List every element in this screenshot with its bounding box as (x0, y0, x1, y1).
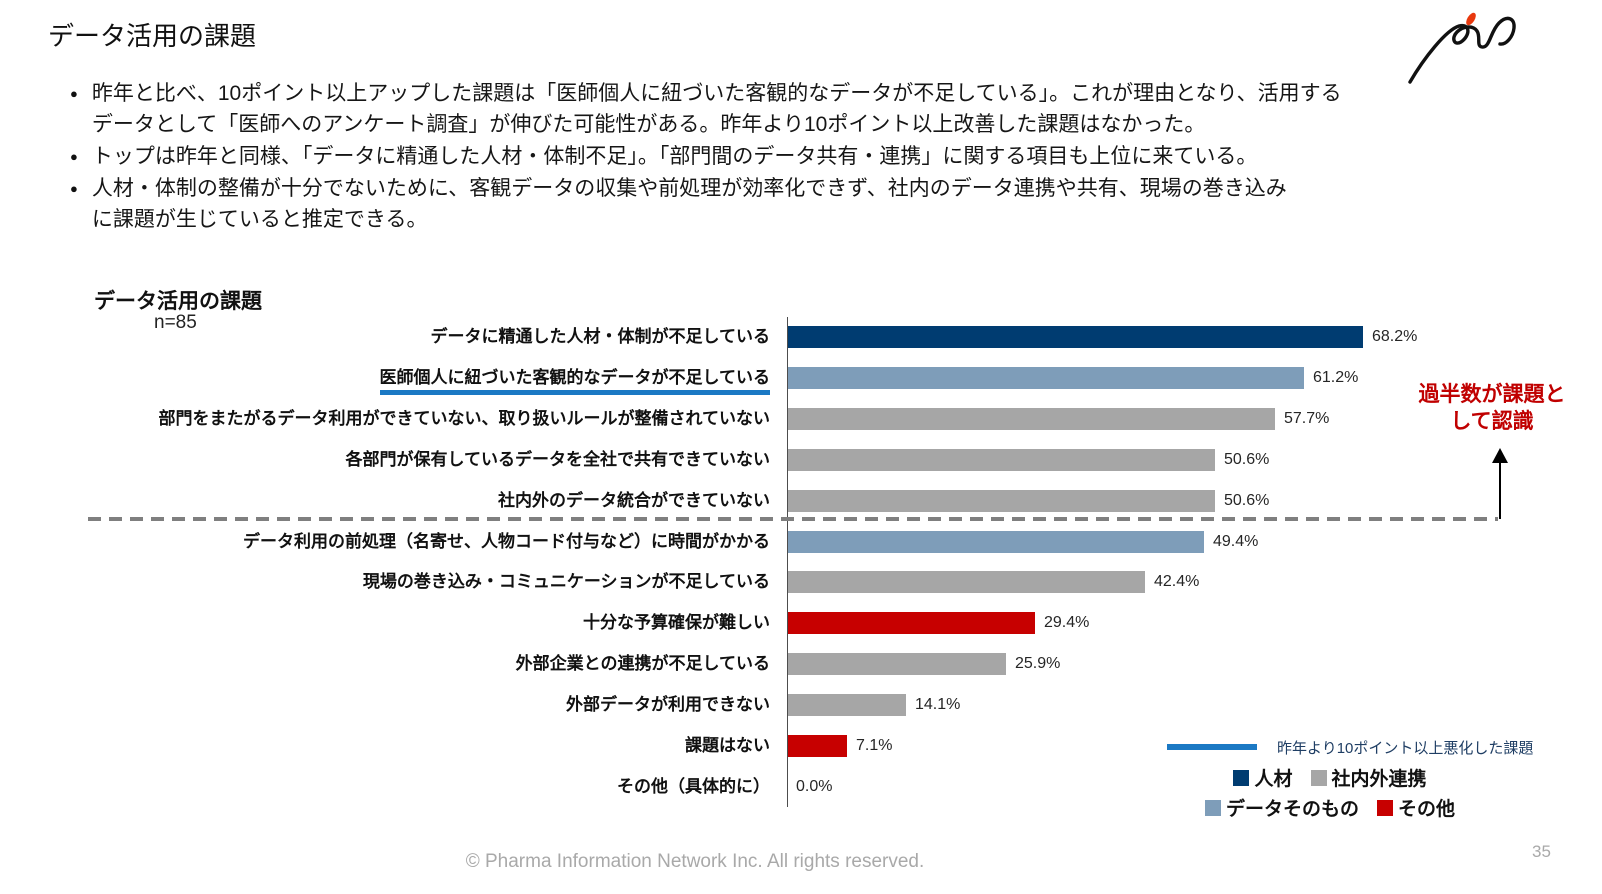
bullet-text: 昨年と比べ、10ポイント以上アップした課題は「医師個人に紐づいた客観的なデータが… (91, 82, 1342, 136)
category-label: データ利用の前処理（名寄せ、人物コード付与など）に時間がかかる (243, 531, 770, 551)
bar-value-label: 61.2% (1313, 368, 1359, 386)
legend-item: 社内外連携 (1310, 764, 1427, 791)
pin-signature-logo (1408, 12, 1516, 84)
chart-axis-line (787, 317, 788, 807)
legend-swatch-icon (1310, 769, 1327, 786)
bullet-text: 人材・体制の整備が十分でないために、客観データの収集や前処理が効率化できず、社内… (91, 177, 1287, 231)
category-label: 十分な予算確保が難しい (583, 613, 770, 633)
bar-value-label: 49.4% (1213, 532, 1259, 550)
bar (787, 735, 847, 757)
legend-label: 人材 (1254, 769, 1293, 790)
bullet-item: ● 人材・体制の整備が十分でないために、客観データの収集や前処理が効率化できず、… (66, 173, 1466, 235)
category-label: 部門をまたがるデータ利用ができていない、取り扱いルールが整備されていない (158, 408, 771, 428)
category-label: 外部データが利用できない (566, 695, 770, 715)
category-label: データに精通した人材・体制が不足している (430, 327, 771, 346)
legend-label: 社内外連携 (1331, 769, 1427, 790)
bar-value-label: 7.1% (856, 737, 893, 754)
legend-item: 人材 (1233, 764, 1293, 791)
summary-bullets: ● 昨年と比べ、10ポイント以上アップした課題は「医師個人に紐づいた客観的なデー… (66, 78, 1466, 236)
bar-value-label: 42.4% (1154, 573, 1200, 591)
category-label: その他（具体的に） (617, 776, 770, 796)
bar (787, 448, 1215, 471)
bar (787, 366, 1304, 389)
bullet-text: トップは昨年と同様、「データに精通した人材・体制不足」。「部門間のデータ共有・連… (91, 145, 1258, 168)
bar-value-label: 50.6% (1224, 450, 1270, 468)
bullet-icon: ● (70, 86, 78, 101)
legend-label: その他 (1398, 799, 1456, 820)
legend-swatch-icon (1204, 799, 1221, 816)
bar-value-label: 57.7% (1284, 409, 1330, 427)
bar-value-label: 29.4% (1044, 614, 1090, 632)
majority-annotation: 過半数が課題と して認識 (1418, 383, 1566, 433)
legend-row: データそのもの その他 (1180, 794, 1480, 821)
legend-label: データそのもの (1225, 799, 1359, 820)
legend-swatch-icon (1233, 769, 1250, 786)
category-label: 各部門が保有しているデータを全社で共有できていない (345, 449, 771, 469)
bar-value-label: 0.0% (796, 777, 833, 795)
annotation-arrow-icon (1492, 448, 1508, 463)
legend-item: データそのもの (1204, 794, 1359, 821)
bar (787, 530, 1204, 553)
copyright-footer: © Pharma Information Network Inc. All ri… (465, 851, 925, 872)
bullet-item: ● トップは昨年と同様、「データに精通した人材・体制不足」。「部門間のデータ共有… (66, 141, 1466, 172)
majority-threshold-dashed-line (88, 517, 1498, 521)
chart-title: データ活用の課題 (94, 290, 262, 313)
bar (787, 571, 1145, 594)
worsened-issue-line-label: 昨年より10ポイント以上悪化した課題 (1277, 740, 1534, 757)
bar (787, 653, 1006, 676)
bullet-icon: ● (70, 149, 78, 164)
category-label: 外部企業との連携が不足している (515, 654, 770, 674)
bar (787, 407, 1275, 430)
page-title: データ活用の課題 (48, 21, 257, 51)
sample-size-label: n=85 (154, 312, 197, 333)
legend-row: 人材 社内外連携 (1180, 764, 1480, 791)
category-label: 医師個人に紐づいた客観的なデータが不足している (90, 365, 770, 395)
bar-value-label: 14.1% (915, 696, 961, 714)
worsened-issue-line-swatch (1167, 744, 1257, 750)
legend-swatch-icon (1377, 799, 1393, 816)
bar (787, 612, 1035, 635)
bar (787, 489, 1215, 512)
legend-item: その他 (1377, 794, 1455, 821)
bar (787, 326, 1363, 348)
category-label: 課題はない (685, 736, 770, 755)
bullet-item: ● 昨年と比べ、10ポイント以上アップした課題は「医師個人に紐づいた客観的なデー… (66, 78, 1466, 140)
page-number: 35 (1532, 842, 1551, 861)
bar-value-label: 68.2% (1372, 328, 1418, 345)
bar (787, 694, 906, 717)
bar-value-label: 25.9% (1015, 655, 1061, 673)
category-legend: 人材 社内外連携データそのもの その他 (1180, 764, 1480, 824)
annotation-arrow-line (1499, 461, 1501, 519)
bullet-icon: ● (70, 181, 78, 196)
bar-value-label: 50.6% (1224, 491, 1270, 509)
category-label: 現場の巻き込み・コミュニケーションが不足している (362, 572, 770, 592)
category-label: 社内外のデータ統合ができていない (498, 490, 770, 510)
